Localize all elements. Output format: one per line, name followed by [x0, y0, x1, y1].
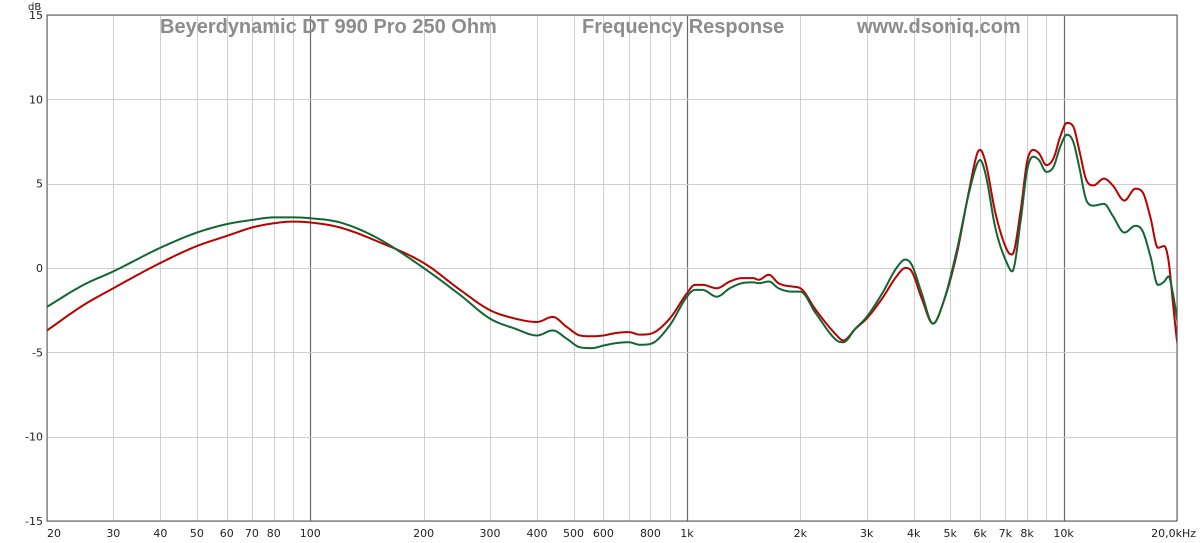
y-tick-label: 10 — [29, 93, 43, 106]
series-line — [47, 133, 1177, 350]
y-tick-label: 15 — [29, 9, 43, 22]
x-tick-label: 40 — [153, 527, 167, 540]
x-tick-label: 30 — [106, 527, 120, 540]
y-tick-labels: 15 10 5 0 -5 -10 -15 — [25, 9, 43, 528]
chart-title-website: www.dsoniq.com — [856, 16, 1021, 38]
chart-title-measurement: Frequency Response — [582, 16, 784, 38]
x-tick-label: 20,0kHz — [1151, 527, 1196, 540]
x-tick-labels: 20 30 40 50 60 70 80 100 200 300 400 500 600 800 1k 2k 3… — [47, 527, 1196, 540]
x-tick-label: 6k — [973, 527, 987, 540]
x-tick-label: 400 — [527, 527, 548, 540]
x-tick-label: 50 — [190, 527, 204, 540]
x-tick-label: 80 — [267, 527, 281, 540]
y-tick-label: -10 — [25, 431, 43, 444]
x-tick-label: 5k — [944, 527, 958, 540]
chart-title-model: Beyerdynamic DT 990 Pro 250 Ohm — [160, 16, 497, 38]
x-tick-label: 10k — [1053, 527, 1074, 540]
x-tick-label: 200 — [413, 527, 434, 540]
x-tick-label: 60 — [220, 527, 234, 540]
x-tick-label: 800 — [640, 527, 661, 540]
y-tick-label: 0 — [36, 262, 43, 275]
x-tick-label: 100 — [300, 527, 321, 540]
x-tick-label: 600 — [593, 527, 614, 540]
y-tick-label: -5 — [32, 346, 43, 359]
x-tick-label: 1k — [680, 527, 694, 540]
x-tick-label: 500 — [563, 527, 584, 540]
y-axis-unit-label: dB — [28, 2, 41, 13]
x-tick-label: 20 — [47, 527, 61, 540]
x-tick-label: 70 — [245, 527, 259, 540]
x-tick-label: 300 — [479, 527, 500, 540]
x-tick-label: 2k — [794, 527, 808, 540]
series-lines — [47, 121, 1177, 350]
chart-title: Beyerdynamic DT 990 Pro 250 Ohm Frequenc… — [160, 16, 1021, 38]
plot-border — [46, 14, 1178, 522]
x-tick-label: 3k — [860, 527, 874, 540]
x-tick-label: 8k — [1020, 527, 1034, 540]
x-tick-label: 4k — [907, 527, 921, 540]
y-tick-label: 5 — [36, 178, 43, 191]
x-tick-label: 7k — [999, 527, 1013, 540]
y-tick-label: -15 — [25, 515, 43, 528]
